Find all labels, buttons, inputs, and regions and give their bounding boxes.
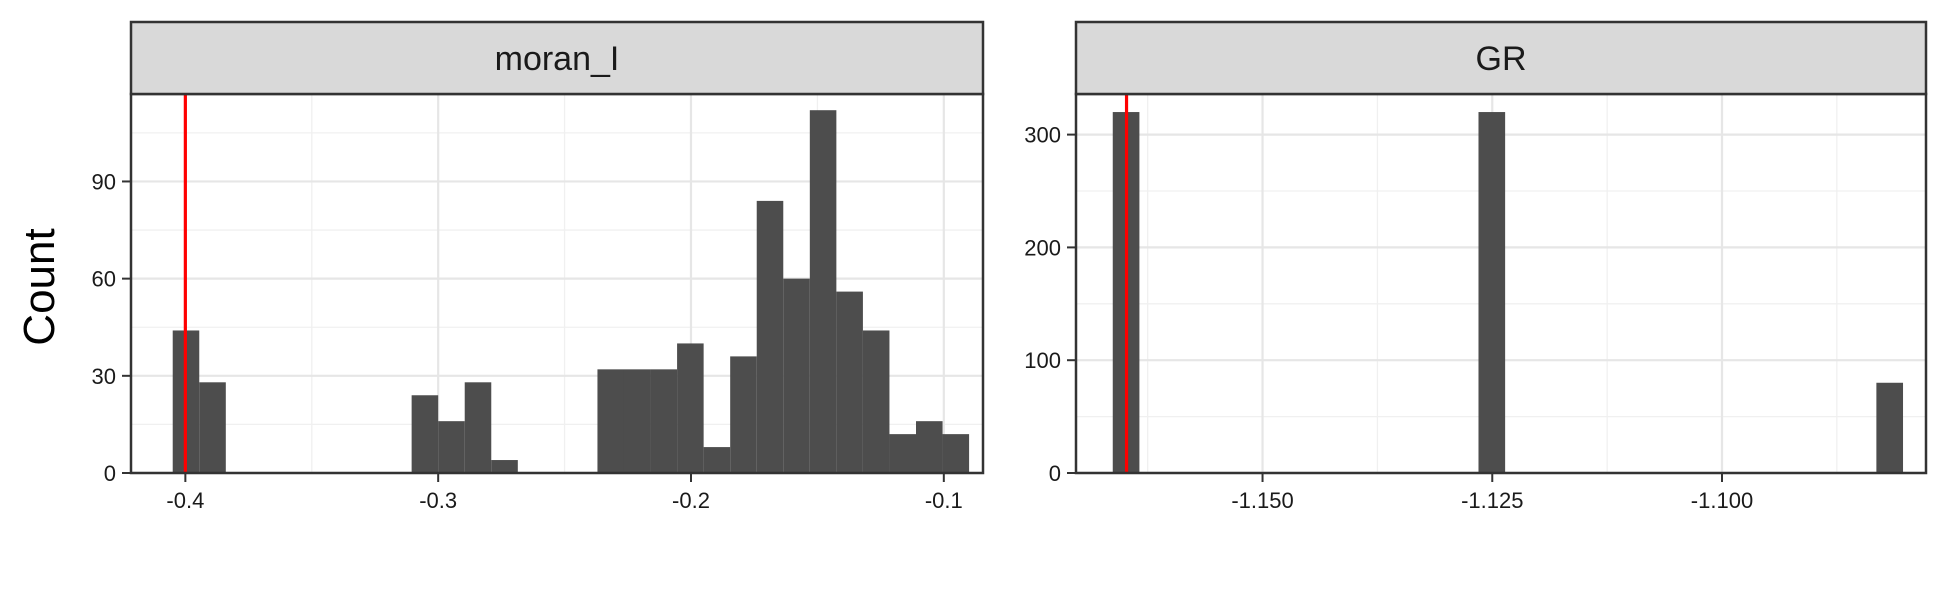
y-tick-label: 0 (1049, 461, 1061, 486)
histogram-bar (836, 291, 863, 473)
histogram-bar (783, 278, 810, 473)
facet-panel-0: moran_I -0.4 -0.3 -0.2 -0.1 0 30 60 90 (92, 20, 985, 513)
histogram-bar (809, 110, 837, 473)
histogram-bar (1876, 382, 1904, 473)
y-tick-label: 0 (104, 461, 116, 486)
histogram-bar (464, 382, 492, 473)
histogram-bar (677, 343, 704, 473)
facet-strip (1074, 20, 1928, 96)
facet-strip-label: moran_I (495, 40, 620, 78)
x-tick-label: -1.125 (1461, 488, 1523, 513)
y-tick-label: 30 (92, 364, 116, 389)
histogram-bar (889, 434, 917, 473)
y-axis-title: Count (15, 228, 64, 345)
x-tick-label: -0.4 (166, 488, 204, 513)
histogram-bar (916, 421, 943, 473)
facet-panels: moran_I -0.4 -0.3 -0.2 -0.1 0 30 60 90 GR -1.150 -1… (92, 20, 1928, 513)
x-tick-label: -1.150 (1231, 488, 1293, 513)
x-tick-label: -0.3 (419, 488, 457, 513)
histogram-bar (411, 395, 439, 473)
histogram-bar (491, 460, 518, 473)
facet-strip-label: GR (1476, 40, 1527, 78)
x-tick-label: -1.100 (1691, 488, 1753, 513)
histogram-bar (703, 447, 731, 473)
y-tick-label: 60 (92, 267, 116, 292)
histogram-bar (597, 369, 624, 473)
histogram-bar (438, 421, 465, 473)
y-tick-label: 90 (92, 169, 116, 194)
histogram-bar (862, 330, 890, 473)
y-tick-label: 300 (1024, 123, 1061, 148)
histogram-bar (199, 382, 226, 473)
y-tick-label: 100 (1024, 348, 1061, 373)
histogram-bar (623, 369, 651, 473)
histogram-bar (942, 434, 970, 473)
histogram-bar (1478, 112, 1506, 474)
y-tick-label: 200 (1024, 235, 1061, 260)
histogram-bar (730, 356, 757, 473)
histogram-bar (756, 200, 784, 473)
facet-strip (129, 20, 985, 96)
facet-panel-1: GR -1.150 -1.125 -1.100 0 100 200 300 (1024, 20, 1928, 513)
x-tick-label: -0.2 (672, 488, 710, 513)
histogram-bar (650, 369, 678, 473)
x-tick-label: -0.1 (925, 488, 963, 513)
